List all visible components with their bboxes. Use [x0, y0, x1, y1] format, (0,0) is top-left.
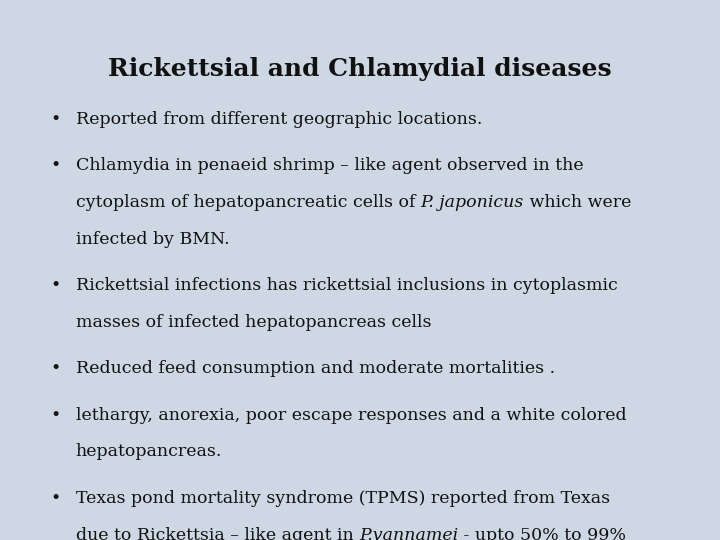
Text: •: •	[50, 407, 60, 423]
Text: •: •	[50, 490, 60, 507]
Text: Rickettsial infections has rickettsial inclusions in cytoplasmic: Rickettsial infections has rickettsial i…	[76, 277, 617, 294]
Text: masses of infected hepatopancreas cells: masses of infected hepatopancreas cells	[76, 314, 431, 330]
Text: due to Rickettsia – like agent in: due to Rickettsia – like agent in	[76, 526, 359, 540]
Text: P.vannamei: P.vannamei	[359, 526, 458, 540]
Text: which were: which were	[524, 194, 631, 211]
Text: •: •	[50, 111, 60, 127]
Text: Chlamydia in penaeid shrimp – like agent observed in the: Chlamydia in penaeid shrimp – like agent…	[76, 157, 583, 174]
Text: lethargy, anorexia, poor escape responses and a white colored: lethargy, anorexia, poor escape response…	[76, 407, 626, 423]
Text: Reduced feed consumption and moderate mortalities .: Reduced feed consumption and moderate mo…	[76, 360, 554, 377]
Text: P. japonicus: P. japonicus	[420, 194, 524, 211]
Text: Texas pond mortality syndrome (TPMS) reported from Texas: Texas pond mortality syndrome (TPMS) rep…	[76, 490, 610, 507]
Text: Reported from different geographic locations.: Reported from different geographic locat…	[76, 111, 482, 127]
Text: hepatopancreas.: hepatopancreas.	[76, 443, 222, 460]
Text: •: •	[50, 277, 60, 294]
Text: •: •	[50, 360, 60, 377]
Text: •: •	[50, 157, 60, 174]
Text: Rickettsial and Chlamydial diseases: Rickettsial and Chlamydial diseases	[108, 57, 612, 80]
Text: - upto 50% to 99%: - upto 50% to 99%	[458, 526, 626, 540]
Text: infected by BMN.: infected by BMN.	[76, 231, 229, 247]
Text: cytoplasm of hepatopancreatic cells of: cytoplasm of hepatopancreatic cells of	[76, 194, 420, 211]
